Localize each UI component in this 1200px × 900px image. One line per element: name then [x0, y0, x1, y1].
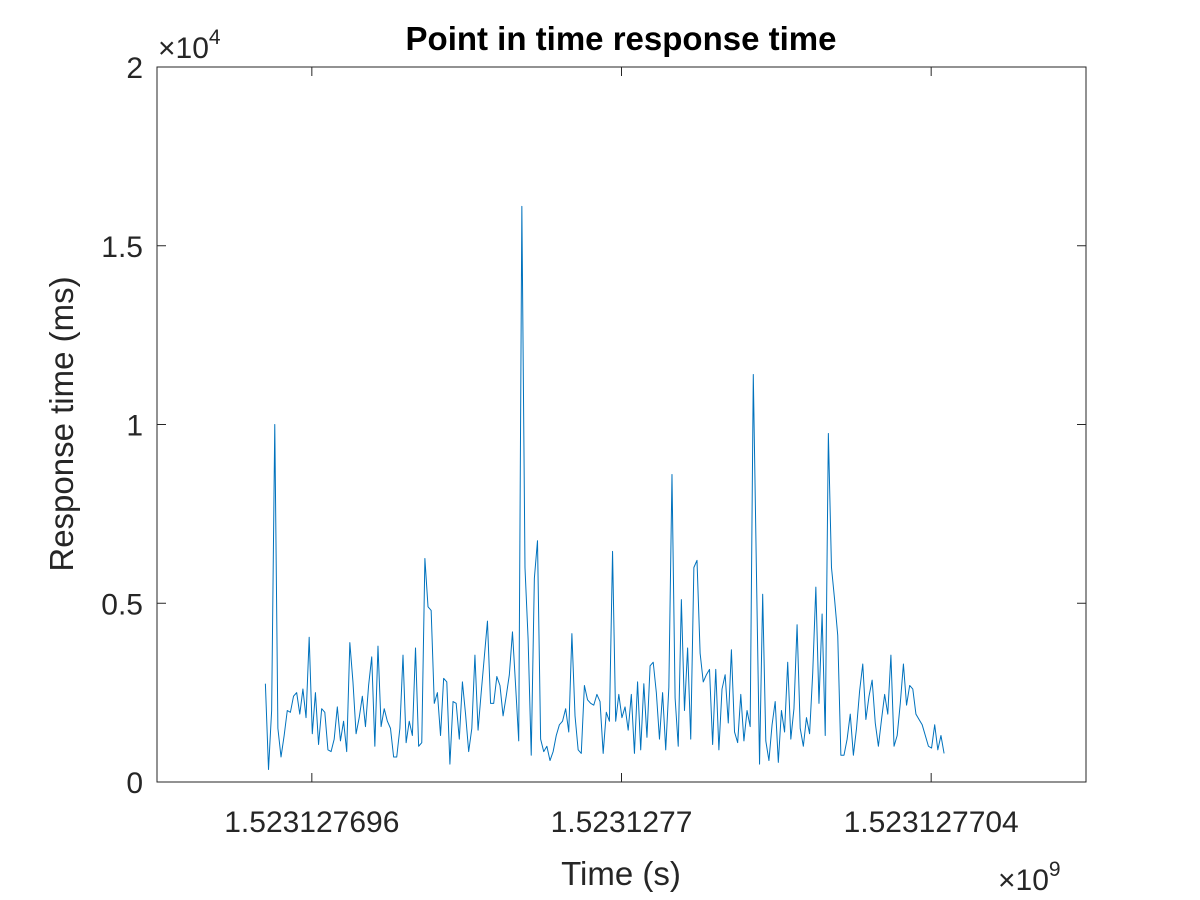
y-multiplier-exponent: 4	[209, 26, 221, 49]
x-multiplier-symbol: ×	[998, 864, 1016, 897]
plot-frame	[156, 66, 1087, 783]
y-axis-title: Response time (ms)	[43, 276, 80, 571]
x-axis-title: Time (s)	[561, 855, 681, 892]
x-multiplier-base: 10	[1016, 864, 1049, 897]
plot-area	[157, 67, 1086, 782]
y-tick-label: 1.5	[101, 231, 143, 264]
y-tick-label: 2	[126, 52, 143, 85]
y-multiplier-base: 10	[176, 32, 209, 65]
x-tick-label: 1.523127696	[224, 806, 399, 839]
chart-title: Point in time response time	[406, 20, 837, 57]
series-layer	[264, 205, 945, 770]
y-tick-label: 1	[126, 410, 143, 443]
y-axis-multiplier: ×104	[158, 26, 221, 65]
y-tick-label: 0.5	[101, 588, 143, 621]
x-tick-label: 1.523127704	[844, 806, 1019, 839]
x-multiplier-exponent: 9	[1049, 858, 1061, 881]
y-tick-label: 0	[126, 767, 143, 800]
x-tick-label: 1.5231277	[551, 806, 693, 839]
y-axis-ticks: 0 0.5 1 1.5 2	[101, 52, 1086, 800]
x-axis-multiplier: ×109	[998, 858, 1061, 897]
y-multiplier-symbol: ×	[158, 32, 176, 65]
response-time-series-line	[264, 205, 945, 770]
x-axis-ticks: 1.523127696 1.5231277 1.523127704	[224, 67, 1019, 839]
